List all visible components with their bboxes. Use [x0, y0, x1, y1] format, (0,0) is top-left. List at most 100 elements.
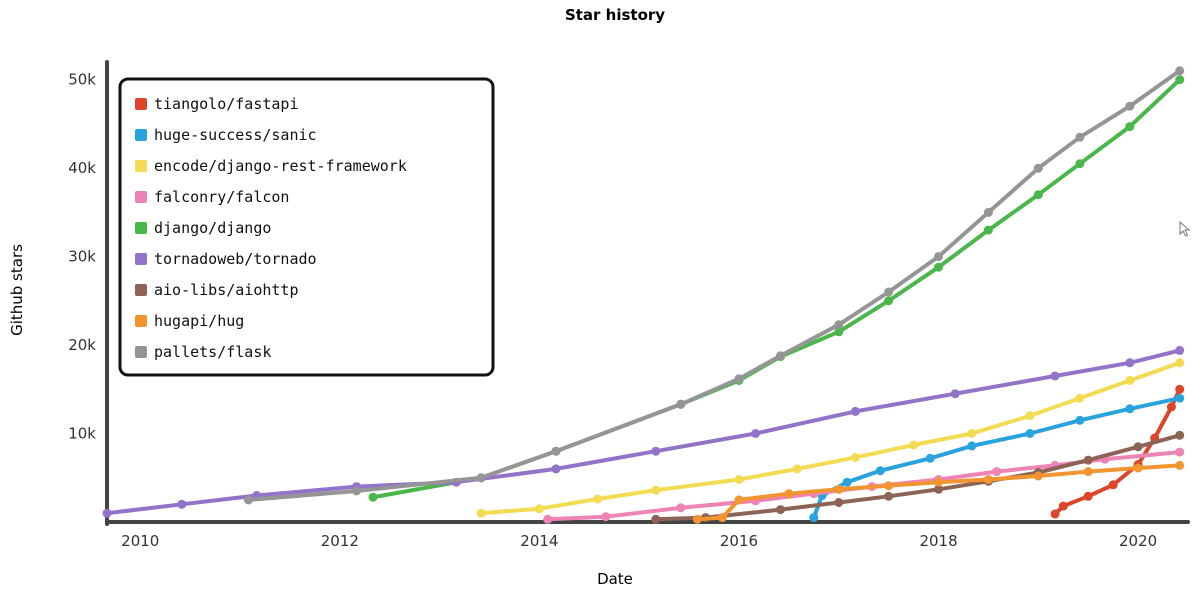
legend-swatch — [135, 160, 147, 172]
data-point — [1083, 467, 1093, 477]
data-point — [934, 484, 943, 494]
mouse-cursor-icon — [1179, 220, 1191, 237]
x-tick-label: 2018 — [919, 532, 957, 550]
y-axis-label: Github stars — [8, 244, 26, 336]
data-point — [476, 508, 486, 518]
data-point — [676, 399, 686, 409]
data-point — [983, 207, 993, 217]
data-point — [593, 494, 603, 504]
data-point — [784, 489, 794, 499]
data-point — [177, 499, 187, 509]
data-point — [1175, 447, 1185, 457]
data-point — [1050, 371, 1060, 381]
data-point — [1125, 101, 1135, 111]
y-tick-label: 30k — [68, 248, 96, 266]
data-point — [717, 513, 727, 523]
legend-label: aio-libs/aiohttp — [154, 281, 299, 299]
data-point — [809, 513, 819, 523]
data-point — [1133, 442, 1143, 452]
data-point — [934, 252, 943, 262]
legend-swatch — [135, 315, 147, 327]
data-point — [543, 514, 553, 524]
data-point — [1175, 75, 1185, 85]
data-point — [734, 374, 744, 384]
data-point — [1083, 491, 1093, 501]
data-point — [1133, 463, 1143, 473]
legend-swatch — [135, 346, 147, 358]
data-point — [1175, 345, 1185, 355]
data-point — [1025, 411, 1035, 421]
y-tick-label: 40k — [68, 159, 96, 177]
data-point — [601, 512, 611, 522]
data-point — [950, 389, 960, 399]
data-point — [1075, 159, 1085, 169]
y-tick-label: 50k — [68, 71, 96, 89]
x-tick-label: 2020 — [1119, 532, 1157, 550]
data-point — [934, 262, 943, 272]
legend-swatch — [135, 191, 147, 203]
data-point — [1075, 393, 1085, 403]
x-tick-labels: 2010 2012 2014 2016 2018 2020 — [121, 532, 1157, 550]
data-point — [1175, 393, 1185, 403]
data-point — [1125, 122, 1135, 132]
data-point — [1175, 460, 1185, 470]
legend-label: tiangolo/fastapi — [154, 95, 299, 113]
data-point — [1025, 429, 1035, 438]
legend-label: pallets/flask — [154, 343, 271, 361]
series-hugapi-hug — [692, 460, 1185, 524]
legend-label: tornadoweb/tornado — [154, 250, 317, 268]
data-point — [368, 492, 378, 502]
data-point — [1075, 132, 1085, 142]
x-tick-label: 2012 — [321, 532, 359, 550]
series-aio-libs-aiohttp — [651, 430, 1185, 524]
data-point — [1083, 455, 1093, 465]
x-tick-label: 2010 — [121, 532, 159, 550]
data-point — [1033, 471, 1043, 481]
data-point — [776, 505, 785, 515]
y-tick-label: 20k — [68, 336, 96, 354]
data-point — [850, 452, 860, 462]
data-point — [925, 453, 935, 463]
series-encode-django-rest-framework — [476, 358, 1185, 518]
legend-swatch — [135, 222, 147, 234]
data-point — [1175, 358, 1185, 368]
data-point — [243, 495, 253, 505]
data-point — [676, 503, 686, 513]
data-point — [983, 475, 993, 484]
data-point — [551, 464, 561, 474]
data-point — [792, 464, 802, 474]
data-point — [1125, 358, 1135, 368]
data-point — [1175, 384, 1185, 394]
legend-label: falconry/falcon — [154, 188, 289, 206]
data-point — [850, 406, 860, 416]
data-point — [909, 440, 919, 450]
data-point — [1108, 480, 1118, 490]
data-point — [1125, 404, 1135, 414]
axes — [105, 60, 1190, 526]
data-point — [967, 429, 977, 438]
legend-box — [118, 77, 495, 377]
data-point — [776, 351, 785, 361]
legend-label: encode/django-rest-framework — [154, 157, 407, 175]
data-point — [734, 495, 744, 505]
data-point — [1175, 430, 1185, 440]
x-tick-label: 2014 — [520, 532, 558, 550]
chart-title: Star history — [565, 6, 665, 24]
series-pallets-flask — [243, 66, 1185, 505]
legend-label: hugapi/hug — [154, 312, 244, 330]
data-point — [884, 491, 894, 501]
data-point — [1033, 163, 1043, 173]
legend-swatch — [135, 284, 147, 296]
data-point — [992, 467, 1002, 477]
series-lines — [102, 66, 1185, 524]
data-point — [1166, 402, 1176, 412]
series-tornadoweb-tornado — [102, 345, 1185, 518]
data-point — [834, 327, 844, 337]
data-point — [884, 287, 894, 297]
data-point — [551, 446, 561, 456]
data-point — [1050, 509, 1060, 519]
x-tick-label: 2016 — [720, 532, 758, 550]
data-point — [875, 466, 885, 476]
legend: tiangolo/fastapi huge-success/sanic encode… — [118, 77, 495, 377]
